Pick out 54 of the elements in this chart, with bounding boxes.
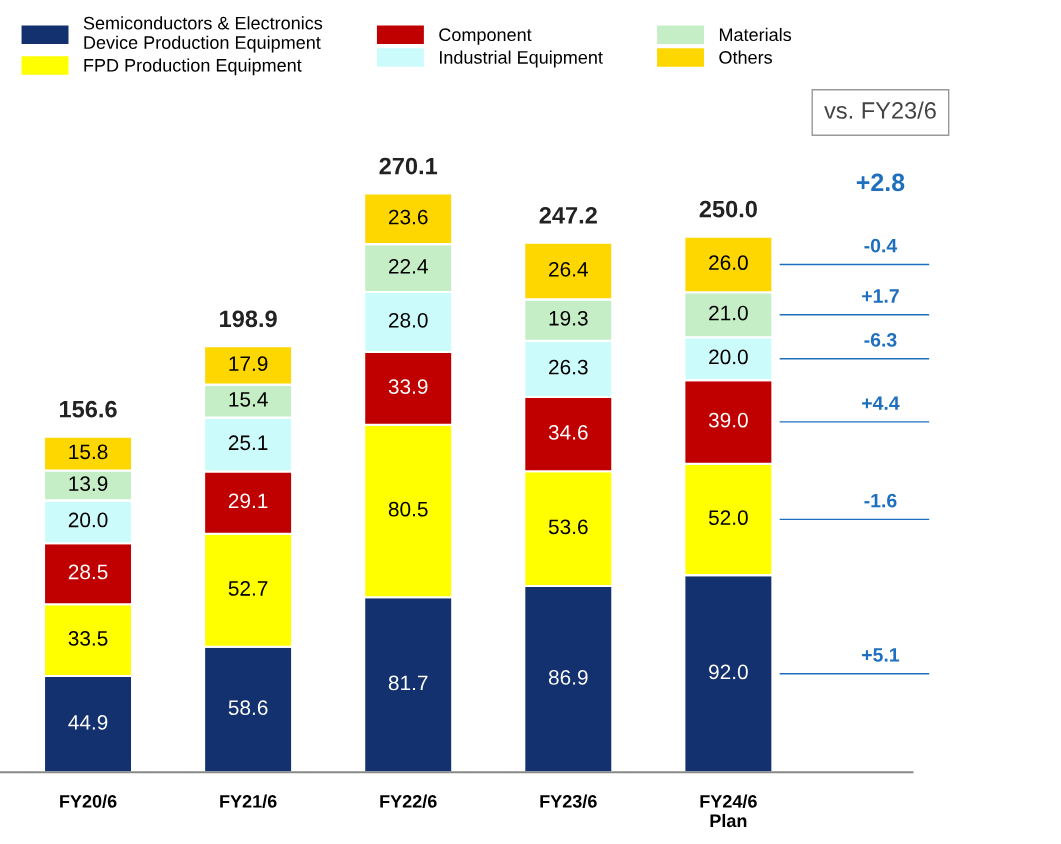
data-label: 22.4	[388, 258, 428, 274]
data-label: 28.0	[388, 312, 428, 328]
data-label: 92.0	[709, 664, 748, 680]
legend-label: Component	[439, 28, 532, 45]
annotation: -0.4	[864, 238, 898, 253]
x-tick-label: FY22/6	[380, 794, 437, 808]
data-label: 39.0	[708, 412, 748, 428]
data-label: 15.8	[69, 444, 108, 460]
data-label: 58.6	[228, 700, 268, 716]
annotation: +1.7	[862, 289, 899, 303]
data-label: 26.0	[709, 255, 748, 271]
legend-label: Industrial Equipment	[439, 50, 603, 68]
data-label: 33.9	[388, 379, 428, 394]
legend-label: Others	[719, 50, 772, 64]
data-label: 15.4	[229, 392, 268, 407]
total-label: 250.0	[699, 200, 757, 218]
data-label: 44.9	[68, 715, 108, 730]
legend-label: FPD Production Equipment	[84, 58, 302, 76]
data-label: 25.1	[228, 435, 268, 451]
data-label: 80.5	[388, 501, 428, 517]
annotation: -6.3	[864, 333, 897, 347]
data-label: 29.1	[228, 493, 268, 509]
total-label: 270.1	[379, 157, 438, 175]
data-label: 52.7	[228, 581, 268, 596]
legend-label: Materials	[719, 27, 792, 42]
data-label: 20.0	[709, 349, 748, 365]
annotation: +4.4	[862, 396, 900, 410]
x-tick-label: FY23/6	[540, 794, 597, 808]
annotation: +5.1	[862, 648, 900, 662]
total-label: 198.9	[220, 310, 277, 328]
data-label: 21.0	[709, 305, 748, 321]
data-label: 52.0	[708, 510, 748, 526]
data-label: 86.9	[548, 670, 588, 685]
x-tick-label: FY20/6	[60, 794, 117, 808]
data-label: 34.6	[548, 424, 588, 440]
data-label: 81.7	[388, 675, 428, 691]
data-label: 26.3	[549, 359, 588, 375]
total-label: 156.6	[59, 400, 117, 418]
data-label: 23.6	[388, 209, 428, 225]
total-label: 247.2	[539, 206, 597, 224]
data-label: 19.3	[549, 310, 588, 326]
data-label: 20.0	[68, 512, 108, 528]
annotation: -1.6	[864, 493, 897, 508]
text: vs. FY23/6	[824, 101, 936, 119]
data-label: 13.9	[69, 476, 108, 492]
legend-label: Semiconductors & Electronics Device Production Equipment	[83, 16, 323, 53]
data-label: 17.9	[229, 356, 268, 372]
data-label: 28.5	[68, 564, 108, 580]
x-tick-label: FY21/6	[220, 794, 277, 808]
data-label: 26.4	[549, 261, 588, 277]
data-label: 33.5	[68, 631, 108, 646]
text: +2.8	[856, 173, 905, 192]
x-tick-label: FY24/6 Plan	[700, 794, 757, 828]
data-label: 53.6	[548, 519, 588, 535]
